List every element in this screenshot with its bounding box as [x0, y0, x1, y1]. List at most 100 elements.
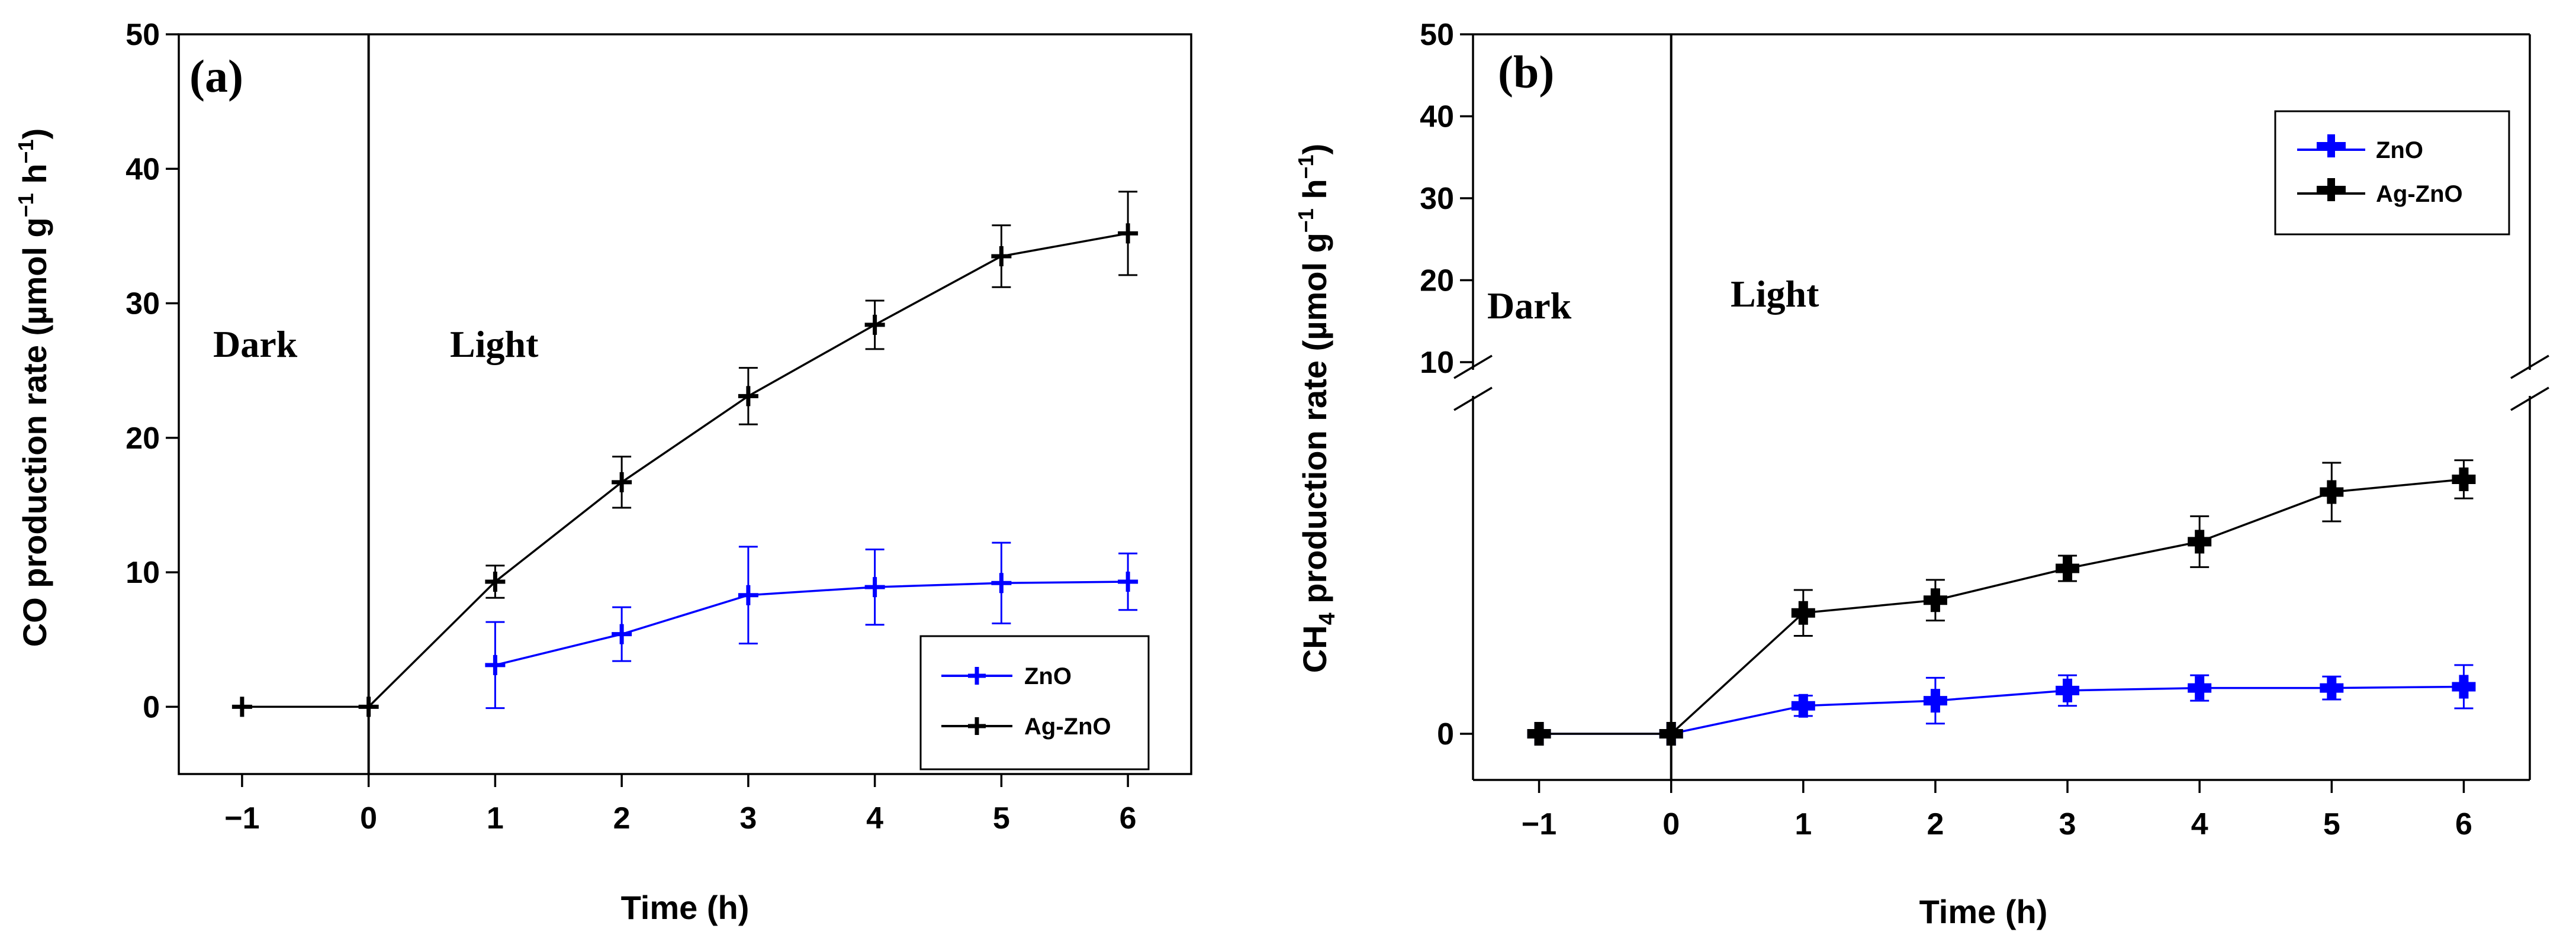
legend-label-agzno-a: Ag-ZnO [1024, 714, 1111, 740]
x-tick-label-b: 0 [1662, 807, 1680, 841]
x-tick-label-a: 5 [993, 801, 1010, 836]
x-tick-label-b: 1 [1794, 807, 1812, 841]
y-tick-label-b: 30 [1420, 182, 1454, 216]
series-group-b [1527, 459, 2476, 746]
series-group-a [231, 191, 1139, 717]
y-axis-title-b-sup1: −1 [1294, 208, 1318, 233]
y-axis-title-a-main: CO production rate (µmol g [16, 217, 53, 647]
x-axis-title-a: Time (h) [621, 889, 750, 926]
y-axis-title-b-sup2: −1 [1294, 154, 1318, 179]
y-axis-title-b-main: production rate (µmol g [1296, 233, 1333, 612]
x-axis-ticks-b: −1 0 1 2 3 4 5 6 [1522, 780, 2472, 841]
y-axis-title-a-sup1: −1 [14, 193, 38, 217]
series-line-zno-a [494, 581, 1128, 666]
point-zno-a [485, 654, 506, 675]
y-tick-label-a: 10 [126, 556, 160, 590]
y-axis-title-a-end: ) [16, 128, 53, 140]
y-tick-label-b: 50 [1420, 18, 1454, 52]
axes-frame-a [178, 33, 1192, 775]
y-axis-title-a-sup2: −1 [14, 139, 38, 163]
legend-marker-zno-a [968, 667, 986, 685]
point-ag-zno-a [485, 572, 506, 592]
point-zno-a [612, 624, 632, 644]
y-axis-title-b-pre: CH [1296, 625, 1333, 673]
panel-label-a: (a) [189, 50, 243, 102]
point-ag-zno-a [991, 246, 1012, 266]
legend-box-a [919, 635, 1150, 770]
y-axis-title-a-mid: h [16, 163, 53, 193]
x-tick-label-a: −1 [224, 801, 259, 836]
y-tick-label-b: 40 [1420, 100, 1454, 134]
point-ag-zno-b [2188, 530, 2212, 554]
point-zno-b [2452, 675, 2476, 699]
annotation-light-b: Light [1731, 273, 1819, 315]
x-tick-label-a: 0 [360, 801, 377, 836]
point-zno-b [2056, 678, 2080, 702]
legend-label-agzno-b: Ag-ZnO [2376, 181, 2463, 207]
y-axis-title-a: CO production rate (µmol g−1 h−1) [14, 128, 53, 647]
point-ag-zno-a [864, 314, 885, 335]
x-tick-label-a: 6 [1120, 801, 1137, 836]
x-tick-label-b: 5 [2323, 807, 2340, 841]
y-axis-ticks-a: 0 10 20 30 40 50 [126, 18, 179, 724]
y-axis-title-b-end: ) [1296, 144, 1333, 155]
chart-panel-b: −1 0 1 2 3 4 5 6 10 20 30 40 50 0 (b) Dark Light Tim… [1294, 18, 2549, 930]
y-axis-title-b: CH4 production rate (µmol g−1 h−1) [1294, 144, 1340, 673]
plot-frame-a [178, 33, 1192, 775]
point-ag-zno-a [358, 697, 379, 717]
y-tick-label-a: 50 [126, 18, 160, 52]
y-tick-label-b: 0 [1437, 717, 1454, 752]
point-ag-zno-b [1923, 588, 1947, 612]
point-ag-zno-b [2056, 556, 2080, 581]
annotation-dark-b: Dark [1487, 285, 1572, 327]
x-tick-label-b: 4 [2191, 807, 2208, 841]
y-tick-label-a: 30 [126, 287, 160, 321]
y-axis-ticks-b: 10 20 30 40 50 0 [1420, 18, 1473, 752]
legend-marker-zno-b [2317, 134, 2346, 157]
point-ag-zno-b [2320, 480, 2344, 504]
series-line-zno-b [1539, 685, 2464, 735]
point-zno-a [738, 585, 758, 605]
panel-label-b: (b) [1498, 46, 1554, 98]
x-tick-label-b: 2 [1927, 807, 1944, 841]
point-ag-zno-a [231, 697, 252, 717]
x-tick-label-b: −1 [1522, 807, 1556, 841]
x-tick-label-a: 3 [739, 801, 757, 836]
series-ag-zno-a [231, 191, 1139, 717]
annotation-dark-a: Dark [213, 323, 298, 365]
x-tick-label-b: 3 [2059, 807, 2076, 841]
series-ag-zno-b [1527, 459, 2476, 746]
x-tick-label-a: 1 [487, 801, 504, 836]
x-axis-ticks-a: −1 0 1 2 3 4 5 6 [224, 774, 1137, 836]
y-tick-label-b: 10 [1420, 346, 1454, 380]
axis-break-mark-b [1453, 354, 1493, 379]
x-tick-label-b: 6 [2455, 807, 2472, 841]
point-ag-zno-b [2452, 467, 2476, 491]
axis-break-mark-b [2510, 354, 2549, 379]
legend-box-b [2274, 110, 2510, 236]
chart-panel-a: −1 0 1 2 3 4 5 6 0 10 20 30 40 50 (a) Dark Light Tim… [14, 18, 1192, 926]
point-zno-a [864, 577, 885, 598]
x-tick-label-a: 4 [866, 801, 883, 836]
series-zno-b [1527, 664, 2476, 746]
x-tick-label-a: 2 [613, 801, 631, 836]
point-ag-zno-a [1118, 223, 1139, 244]
x-axis-title-b: Time (h) [1919, 893, 2048, 930]
point-zno-b [1923, 689, 1947, 713]
y-tick-label-b: 20 [1420, 264, 1454, 298]
legend-label-zno-b: ZnO [2376, 137, 2423, 163]
legend-marker-agzno-b [2317, 178, 2346, 201]
y-tick-label-a: 20 [126, 421, 160, 456]
series-line-ag-zno-a [242, 232, 1128, 708]
point-ag-zno-b [1791, 601, 1815, 625]
point-zno-b [2188, 676, 2212, 700]
point-ag-zno-a [612, 472, 632, 492]
point-ag-zno-b [1659, 722, 1683, 746]
axis-break-mark-b [1453, 386, 1493, 411]
y-axis-title-b-mid: h [1296, 179, 1333, 208]
y-axis-title-b-sub: 4 [1315, 612, 1340, 625]
y-tick-label-a: 40 [126, 152, 160, 186]
annotation-light-a: Light [450, 323, 539, 365]
point-ag-zno-b [1527, 722, 1551, 746]
